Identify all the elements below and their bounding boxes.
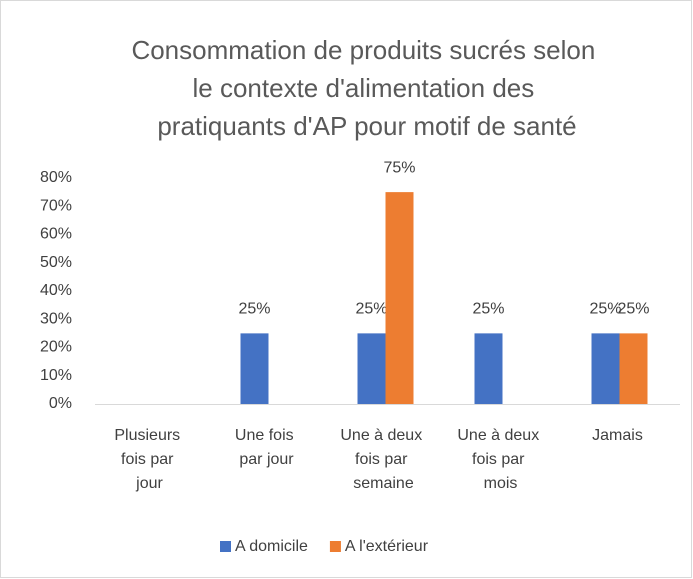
y-tick-label: 20% — [40, 339, 72, 356]
x-tick-label: Une à deux fois par mois — [457, 427, 543, 492]
data-label: 25% — [589, 301, 621, 318]
y-tick-label: 40% — [40, 282, 72, 299]
x-tick-label: Plusieurs fois par jour — [114, 427, 184, 492]
y-tick-label: 70% — [40, 197, 72, 214]
chart-title: Consommation de produits sucrés selon le… — [131, 35, 602, 141]
data-label: 75% — [383, 159, 415, 176]
data-label: 25% — [355, 301, 387, 318]
bar — [591, 333, 620, 404]
y-tick-label: 0% — [49, 395, 72, 412]
legend-swatch — [220, 541, 231, 552]
x-tick-label: Une à deux fois par semaine — [340, 427, 426, 492]
data-label: 25% — [472, 301, 504, 318]
legend-label: A l'extérieur — [345, 538, 429, 555]
legend-swatch — [329, 541, 341, 552]
bar — [357, 333, 386, 404]
y-tick-label: 30% — [40, 310, 72, 327]
data-label: 25% — [617, 301, 649, 318]
y-tick-label: 50% — [40, 254, 72, 271]
bar — [385, 192, 414, 404]
y-tick-label: 80% — [40, 169, 72, 186]
x-tick-label: Jamais — [592, 427, 643, 444]
data-label: 25% — [238, 301, 270, 318]
legend-label: A domicile — [235, 538, 308, 555]
x-tick-label: Une fois par jour — [235, 427, 298, 468]
y-tick-label: 10% — [40, 367, 72, 384]
y-tick-label: 60% — [40, 226, 72, 243]
bar — [474, 333, 503, 404]
bar — [619, 333, 648, 404]
bar — [240, 333, 269, 404]
